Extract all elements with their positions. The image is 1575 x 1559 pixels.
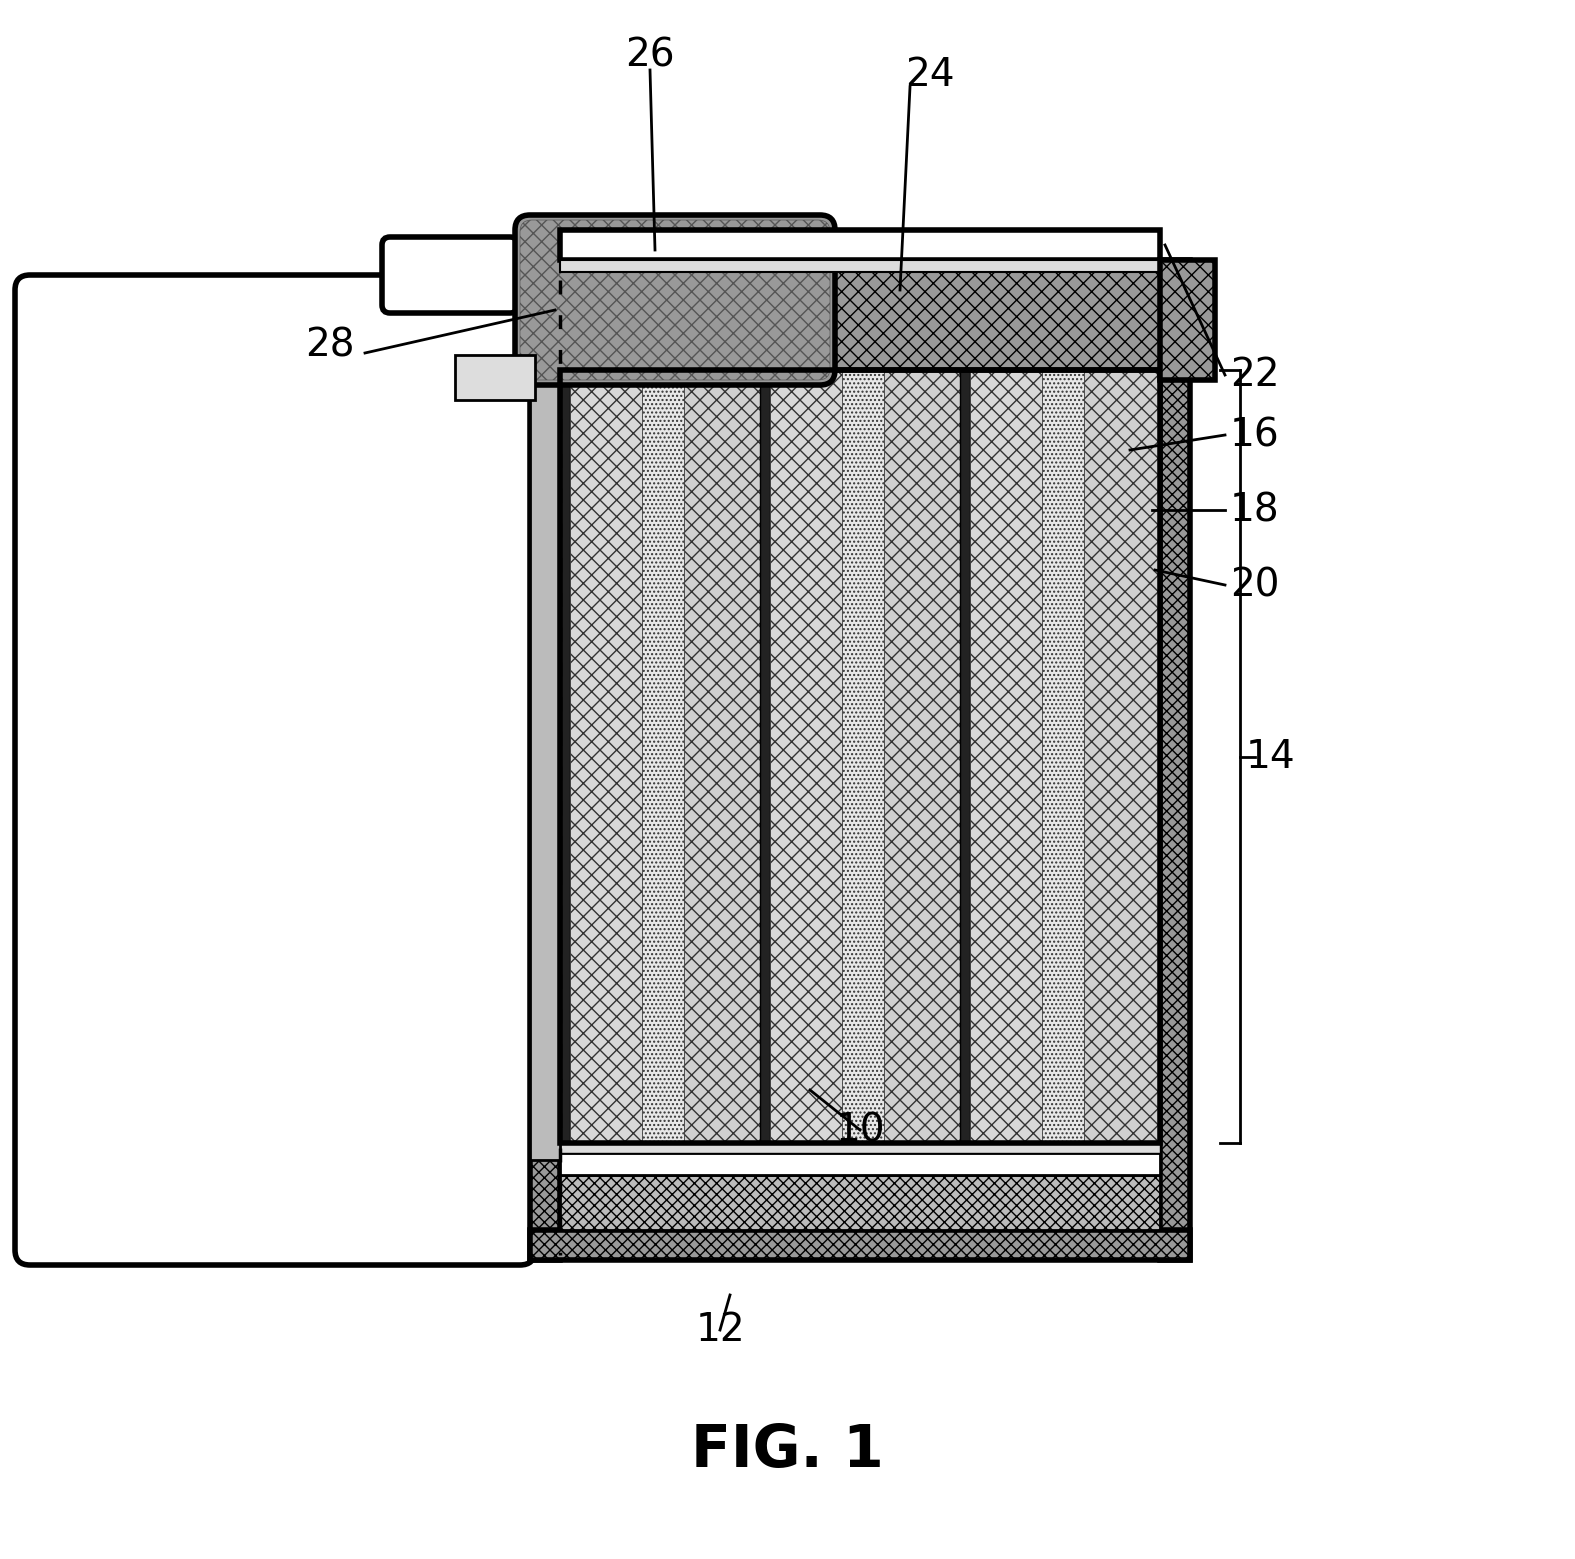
- Bar: [770, 369, 843, 1143]
- FancyBboxPatch shape: [16, 274, 536, 1264]
- Bar: [531, 260, 1191, 369]
- Bar: [1043, 369, 1084, 1143]
- Text: 16: 16: [1230, 416, 1280, 454]
- Text: 20: 20: [1230, 566, 1279, 603]
- Text: 14: 14: [1246, 737, 1295, 775]
- Bar: [561, 231, 1161, 260]
- Text: 10: 10: [835, 1112, 885, 1149]
- Bar: [561, 369, 570, 1143]
- FancyBboxPatch shape: [515, 215, 835, 385]
- Text: 12: 12: [695, 1311, 745, 1349]
- Bar: [970, 369, 1043, 1143]
- Text: FIG. 1: FIG. 1: [690, 1422, 884, 1478]
- Bar: [531, 1230, 1191, 1260]
- Bar: [684, 369, 761, 1143]
- Bar: [455, 355, 536, 401]
- Bar: [1161, 260, 1214, 380]
- Bar: [843, 369, 884, 1143]
- Bar: [884, 369, 961, 1143]
- Bar: [561, 1175, 1161, 1230]
- Text: 22: 22: [1230, 355, 1279, 394]
- Bar: [761, 369, 770, 1143]
- Text: 26: 26: [625, 36, 674, 73]
- Bar: [561, 369, 1161, 1143]
- Text: 18: 18: [1230, 491, 1279, 529]
- Bar: [643, 369, 684, 1143]
- Bar: [531, 260, 561, 1160]
- Bar: [961, 369, 970, 1143]
- Bar: [570, 369, 643, 1143]
- Text: 24: 24: [906, 56, 954, 94]
- Bar: [561, 1154, 1161, 1175]
- Bar: [1161, 360, 1191, 1260]
- Bar: [561, 260, 1161, 271]
- FancyBboxPatch shape: [383, 237, 518, 313]
- Bar: [531, 360, 561, 1260]
- Text: 28: 28: [306, 326, 354, 363]
- Bar: [561, 1143, 1161, 1154]
- Bar: [1084, 369, 1161, 1143]
